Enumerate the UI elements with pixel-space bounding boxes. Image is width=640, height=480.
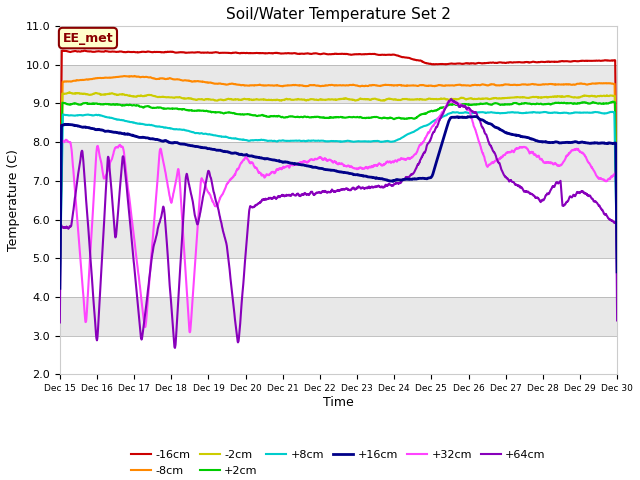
Y-axis label: Temperature (C): Temperature (C) xyxy=(7,149,20,251)
Legend: -16cm, -8cm, -2cm, +2cm, +8cm, +16cm, +32cm, +64cm: -16cm, -8cm, -2cm, +2cm, +8cm, +16cm, +3… xyxy=(127,446,550,480)
Bar xyxy=(60,336,617,374)
X-axis label: Time: Time xyxy=(323,396,354,409)
Bar xyxy=(60,65,617,103)
Bar xyxy=(60,181,617,219)
Bar xyxy=(60,219,617,258)
Bar xyxy=(60,26,617,65)
Title: Soil/Water Temperature Set 2: Soil/Water Temperature Set 2 xyxy=(226,7,451,22)
Bar xyxy=(60,297,617,336)
Bar xyxy=(60,103,617,142)
Text: EE_met: EE_met xyxy=(63,32,113,45)
Bar xyxy=(60,142,617,181)
Bar xyxy=(60,258,617,297)
